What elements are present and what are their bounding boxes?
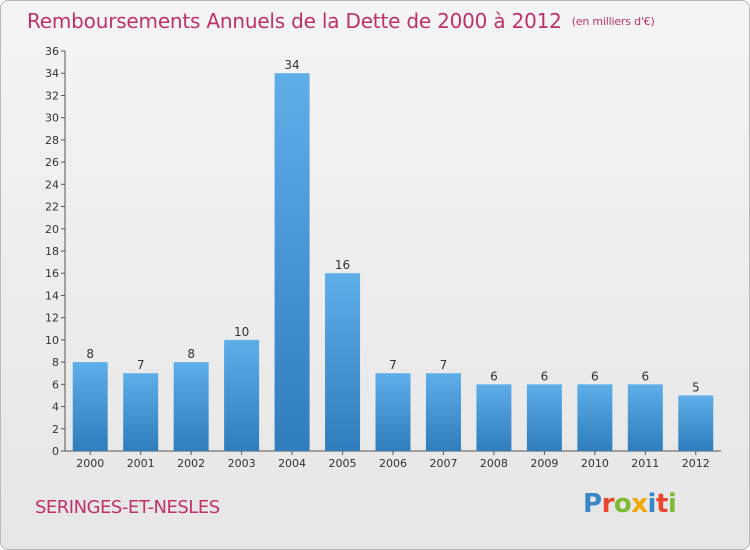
y-tick-label: 28 (45, 134, 59, 147)
chart-unit-label: (en milliers d'€) (571, 15, 655, 28)
bar-value-label: 16 (335, 258, 350, 272)
city-name: SERINGES-ET-NESLES (35, 497, 220, 518)
logo-letter: t (655, 489, 668, 519)
logo-letter: r (601, 489, 615, 519)
logo-letter: x (631, 489, 648, 519)
bar-value-label: 10 (234, 325, 249, 339)
bar-value-label: 8 (86, 347, 94, 361)
bar-value-label: 6 (641, 369, 649, 383)
y-tick-label: 2 (52, 423, 59, 436)
bar-2011 (627, 384, 663, 451)
x-axis: 2000 2001 2002 2003 2004 2005 2006 2007 2008 2009… (65, 450, 721, 470)
x-tick-label: 2005 (329, 457, 357, 470)
y-tick-label: 36 (45, 45, 59, 58)
bar-2007 (425, 373, 461, 451)
x-tick-label: 2002 (177, 457, 205, 470)
bar-value-label: 6 (490, 369, 498, 383)
x-tick-label: 2003 (228, 457, 256, 470)
x-tick-label: 2010 (581, 457, 609, 470)
x-tick-label: 2006 (379, 457, 407, 470)
x-tick-label: 2011 (631, 457, 659, 470)
x-tick-label: 2000 (76, 457, 104, 470)
bar-2012 (678, 395, 714, 451)
y-tick-label: 22 (45, 201, 59, 214)
bar-value-label: 7 (137, 358, 145, 372)
y-tick-label: 32 (45, 89, 59, 102)
bar-2005 (325, 273, 361, 451)
bar-2010 (577, 384, 613, 451)
y-tick-label: 8 (52, 356, 59, 369)
bar-value-labels: 8 7 8 10 34 16 7 7 6 6 6 6 5 (86, 58, 699, 394)
bar-2000 (72, 362, 108, 451)
y-tick-label: 20 (45, 223, 59, 236)
x-tick-label: 2012 (682, 457, 710, 470)
bar-value-label: 5 (692, 380, 700, 394)
x-tick-label: 2009 (530, 457, 558, 470)
y-tick-label: 34 (45, 67, 59, 80)
bar-2002 (173, 362, 209, 451)
bar-2006 (375, 373, 411, 451)
y-tick-label: 18 (45, 245, 59, 258)
x-tick-label: 2007 (429, 457, 457, 470)
x-tick-label: 2001 (127, 457, 155, 470)
y-tick-label: 30 (45, 112, 59, 125)
bar-2004 (274, 73, 310, 451)
x-tick-label: 2004 (278, 457, 306, 470)
x-tick-label: 2008 (480, 457, 508, 470)
logo-letter: o (613, 489, 632, 519)
y-tick-label: 10 (45, 334, 59, 347)
logo-letter: P (583, 489, 602, 519)
logo-letter: i (667, 489, 677, 519)
bar-value-label: 8 (187, 347, 195, 361)
chart-title-text: Remboursements Annuels de la Dette de 20… (27, 9, 562, 33)
bar-series (72, 73, 714, 451)
y-tick-label: 14 (45, 289, 59, 302)
bar-value-label: 6 (591, 369, 599, 383)
y-tick-label: 12 (45, 312, 59, 325)
bar-2003 (224, 339, 260, 451)
y-tick-label: 26 (45, 156, 59, 169)
proxiti-logo: Proxiti (583, 489, 677, 519)
y-tick-label: 4 (52, 401, 59, 414)
bar-value-label: 7 (440, 358, 448, 372)
bar-2009 (526, 384, 562, 451)
bar-2001 (123, 373, 159, 451)
bar-value-label: 6 (541, 369, 549, 383)
y-tick-label: 6 (52, 378, 59, 391)
y-tick-label: 16 (45, 267, 59, 280)
bar-value-label: 34 (284, 58, 299, 72)
bar-2008 (476, 384, 512, 451)
bar-value-label: 7 (389, 358, 397, 372)
chart-title: Remboursements Annuels de la Dette de 20… (27, 9, 655, 33)
logo-letter: i (647, 489, 657, 519)
y-tick-label: 24 (45, 178, 59, 191)
y-tick-label: 0 (52, 445, 59, 458)
